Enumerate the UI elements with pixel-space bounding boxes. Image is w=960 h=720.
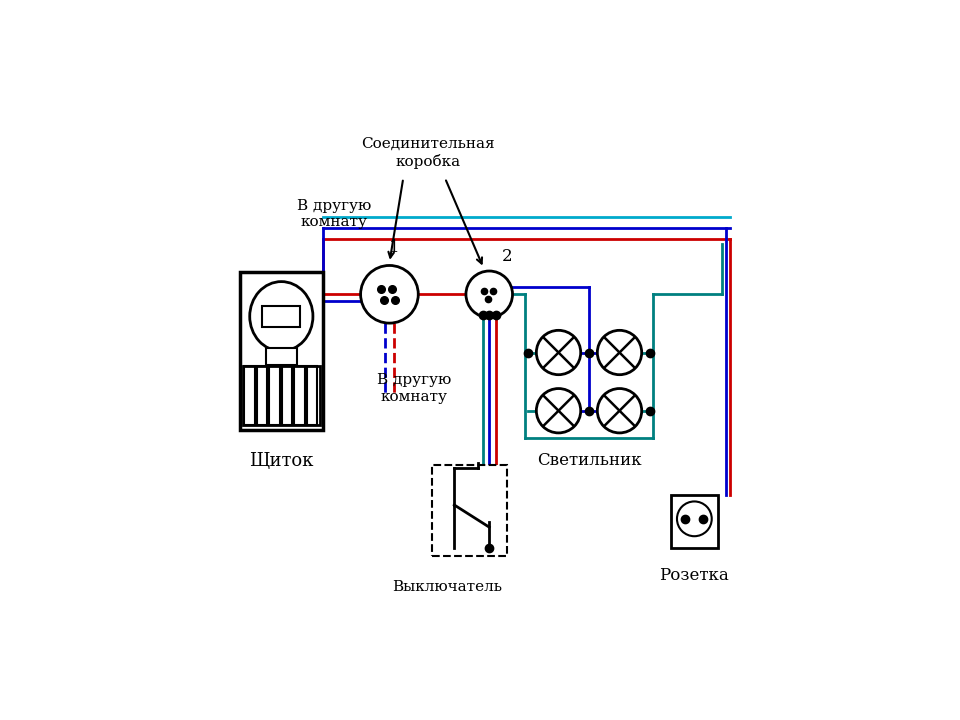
Bar [269, 366, 280, 425]
Bar [281, 366, 293, 425]
Bar [671, 495, 718, 548]
Circle shape [537, 330, 581, 374]
Bar [294, 366, 305, 425]
Bar [262, 306, 300, 327]
Bar [306, 366, 318, 425]
Circle shape [361, 266, 419, 323]
Circle shape [597, 389, 641, 433]
Bar [266, 348, 298, 365]
Bar [432, 465, 507, 557]
Text: 2: 2 [502, 248, 513, 265]
Bar [244, 366, 255, 425]
Bar [240, 272, 323, 430]
Bar [256, 366, 268, 425]
Text: Светильник: Светильник [537, 452, 641, 469]
Circle shape [466, 271, 513, 318]
Circle shape [537, 389, 581, 433]
Text: Выключатель: Выключатель [393, 580, 503, 594]
Text: Розетка: Розетка [660, 567, 730, 584]
Circle shape [677, 501, 711, 536]
Text: Соединительная
коробка: Соединительная коробка [361, 138, 495, 168]
Text: В другую
комнату: В другую комнату [377, 374, 451, 404]
Circle shape [597, 330, 641, 374]
Text: 1: 1 [389, 238, 399, 256]
Text: В другую
комнату: В другую комнату [297, 199, 372, 229]
Ellipse shape [250, 282, 313, 351]
Text: Щиток: Щиток [250, 451, 314, 469]
Bar [243, 366, 320, 425]
